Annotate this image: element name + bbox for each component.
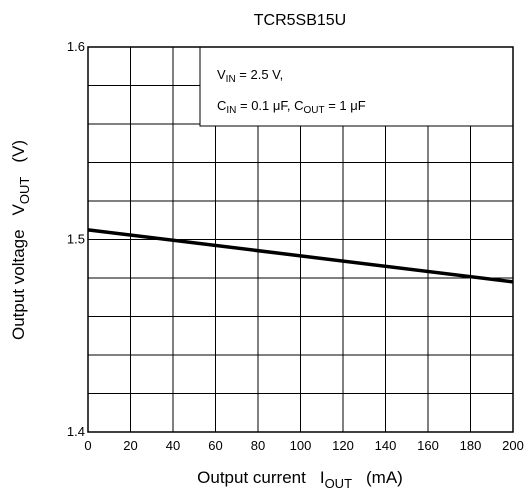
x-tick-label: 180 [460,438,482,453]
x-tick-labels: 0 20 40 60 80 100 120 140 160 180 200 [84,438,523,453]
plot-frame [87,46,514,433]
x-tick-label: 60 [208,438,222,453]
x-tick-label: 140 [375,438,397,453]
annotation-box [199,46,514,127]
x-tick-label: 120 [332,438,354,453]
y-axis-label: Output voltageVOUT(V) [9,140,32,340]
x-tick-label: 0 [84,438,91,453]
x-tick-label: 160 [417,438,439,453]
series-line [87,228,514,284]
y-tick-labels: 1.4 1.5 1.6 [67,39,85,439]
x-tick-label: 40 [166,438,180,453]
x-tick-label: 20 [123,438,137,453]
annotation-line-1: VIN = 2.5 V, [217,67,283,85]
x-tick-label: 200 [502,438,524,453]
annotation-line-2: CIN = 0.1 μF, COUT = 1 μF [217,98,366,116]
x-tick-label: 100 [290,438,312,453]
chart-title: TCR5SB15U [254,12,346,29]
x-tick-label: 80 [251,438,265,453]
series-layer [87,228,514,284]
y-tick-label: 1.5 [67,232,85,247]
y-tick-label: 1.4 [67,424,85,439]
x-axis-label: Output current IOUT (mA) [197,468,403,491]
y-tick-label: 1.6 [67,39,85,54]
